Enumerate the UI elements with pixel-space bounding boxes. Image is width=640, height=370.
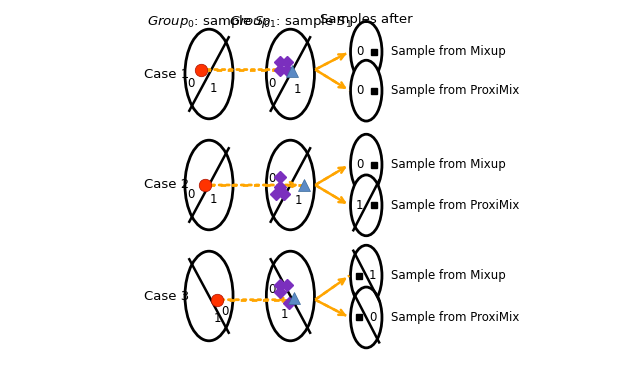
Ellipse shape [351,175,382,236]
Text: $\mathit{Group}_{1}$: sample $S_{1}$: $\mathit{Group}_{1}$: sample $S_{1}$ [228,13,352,30]
Text: 0: 0 [369,311,376,324]
Ellipse shape [266,140,314,230]
Text: Sample from Mixup: Sample from Mixup [391,158,506,171]
Text: 0: 0 [187,188,194,201]
Ellipse shape [266,251,314,341]
Ellipse shape [351,134,382,195]
Text: 0: 0 [268,283,276,296]
Text: 1: 1 [281,308,289,321]
Text: 0: 0 [268,172,276,185]
Text: 1: 1 [210,82,217,95]
Text: 0: 0 [187,77,194,90]
Text: Sample from ProxiMix: Sample from ProxiMix [391,199,520,212]
Text: 0: 0 [356,45,364,58]
Ellipse shape [351,287,382,348]
Text: 0: 0 [221,305,228,318]
Text: $\mathit{Group}_{0}$: sample $S_{0}$: $\mathit{Group}_{0}$: sample $S_{0}$ [147,13,271,30]
Text: 1: 1 [295,194,302,207]
Ellipse shape [185,140,233,230]
Ellipse shape [266,29,314,119]
Text: Sample from Mixup: Sample from Mixup [391,45,506,58]
Text: 0: 0 [356,84,364,97]
Ellipse shape [351,245,382,306]
Ellipse shape [351,21,382,82]
Text: 1: 1 [293,83,301,96]
Text: Sample from Mixup: Sample from Mixup [391,269,506,282]
Text: Samples after: Samples after [320,13,413,26]
Text: Sample from ProxiMix: Sample from ProxiMix [391,84,520,97]
Text: 1: 1 [210,193,217,206]
Text: 0: 0 [356,158,364,171]
Text: 1: 1 [356,199,364,212]
Text: 1: 1 [213,312,221,325]
Ellipse shape [351,60,382,121]
Text: 0: 0 [268,77,276,90]
Text: 1: 1 [369,269,377,282]
Text: Case 2: Case 2 [144,178,189,192]
Text: Case 3: Case 3 [144,289,189,303]
Text: Case 1: Case 1 [144,67,189,81]
Ellipse shape [185,251,233,341]
Text: Sample from ProxiMix: Sample from ProxiMix [391,311,520,324]
Ellipse shape [185,29,233,119]
